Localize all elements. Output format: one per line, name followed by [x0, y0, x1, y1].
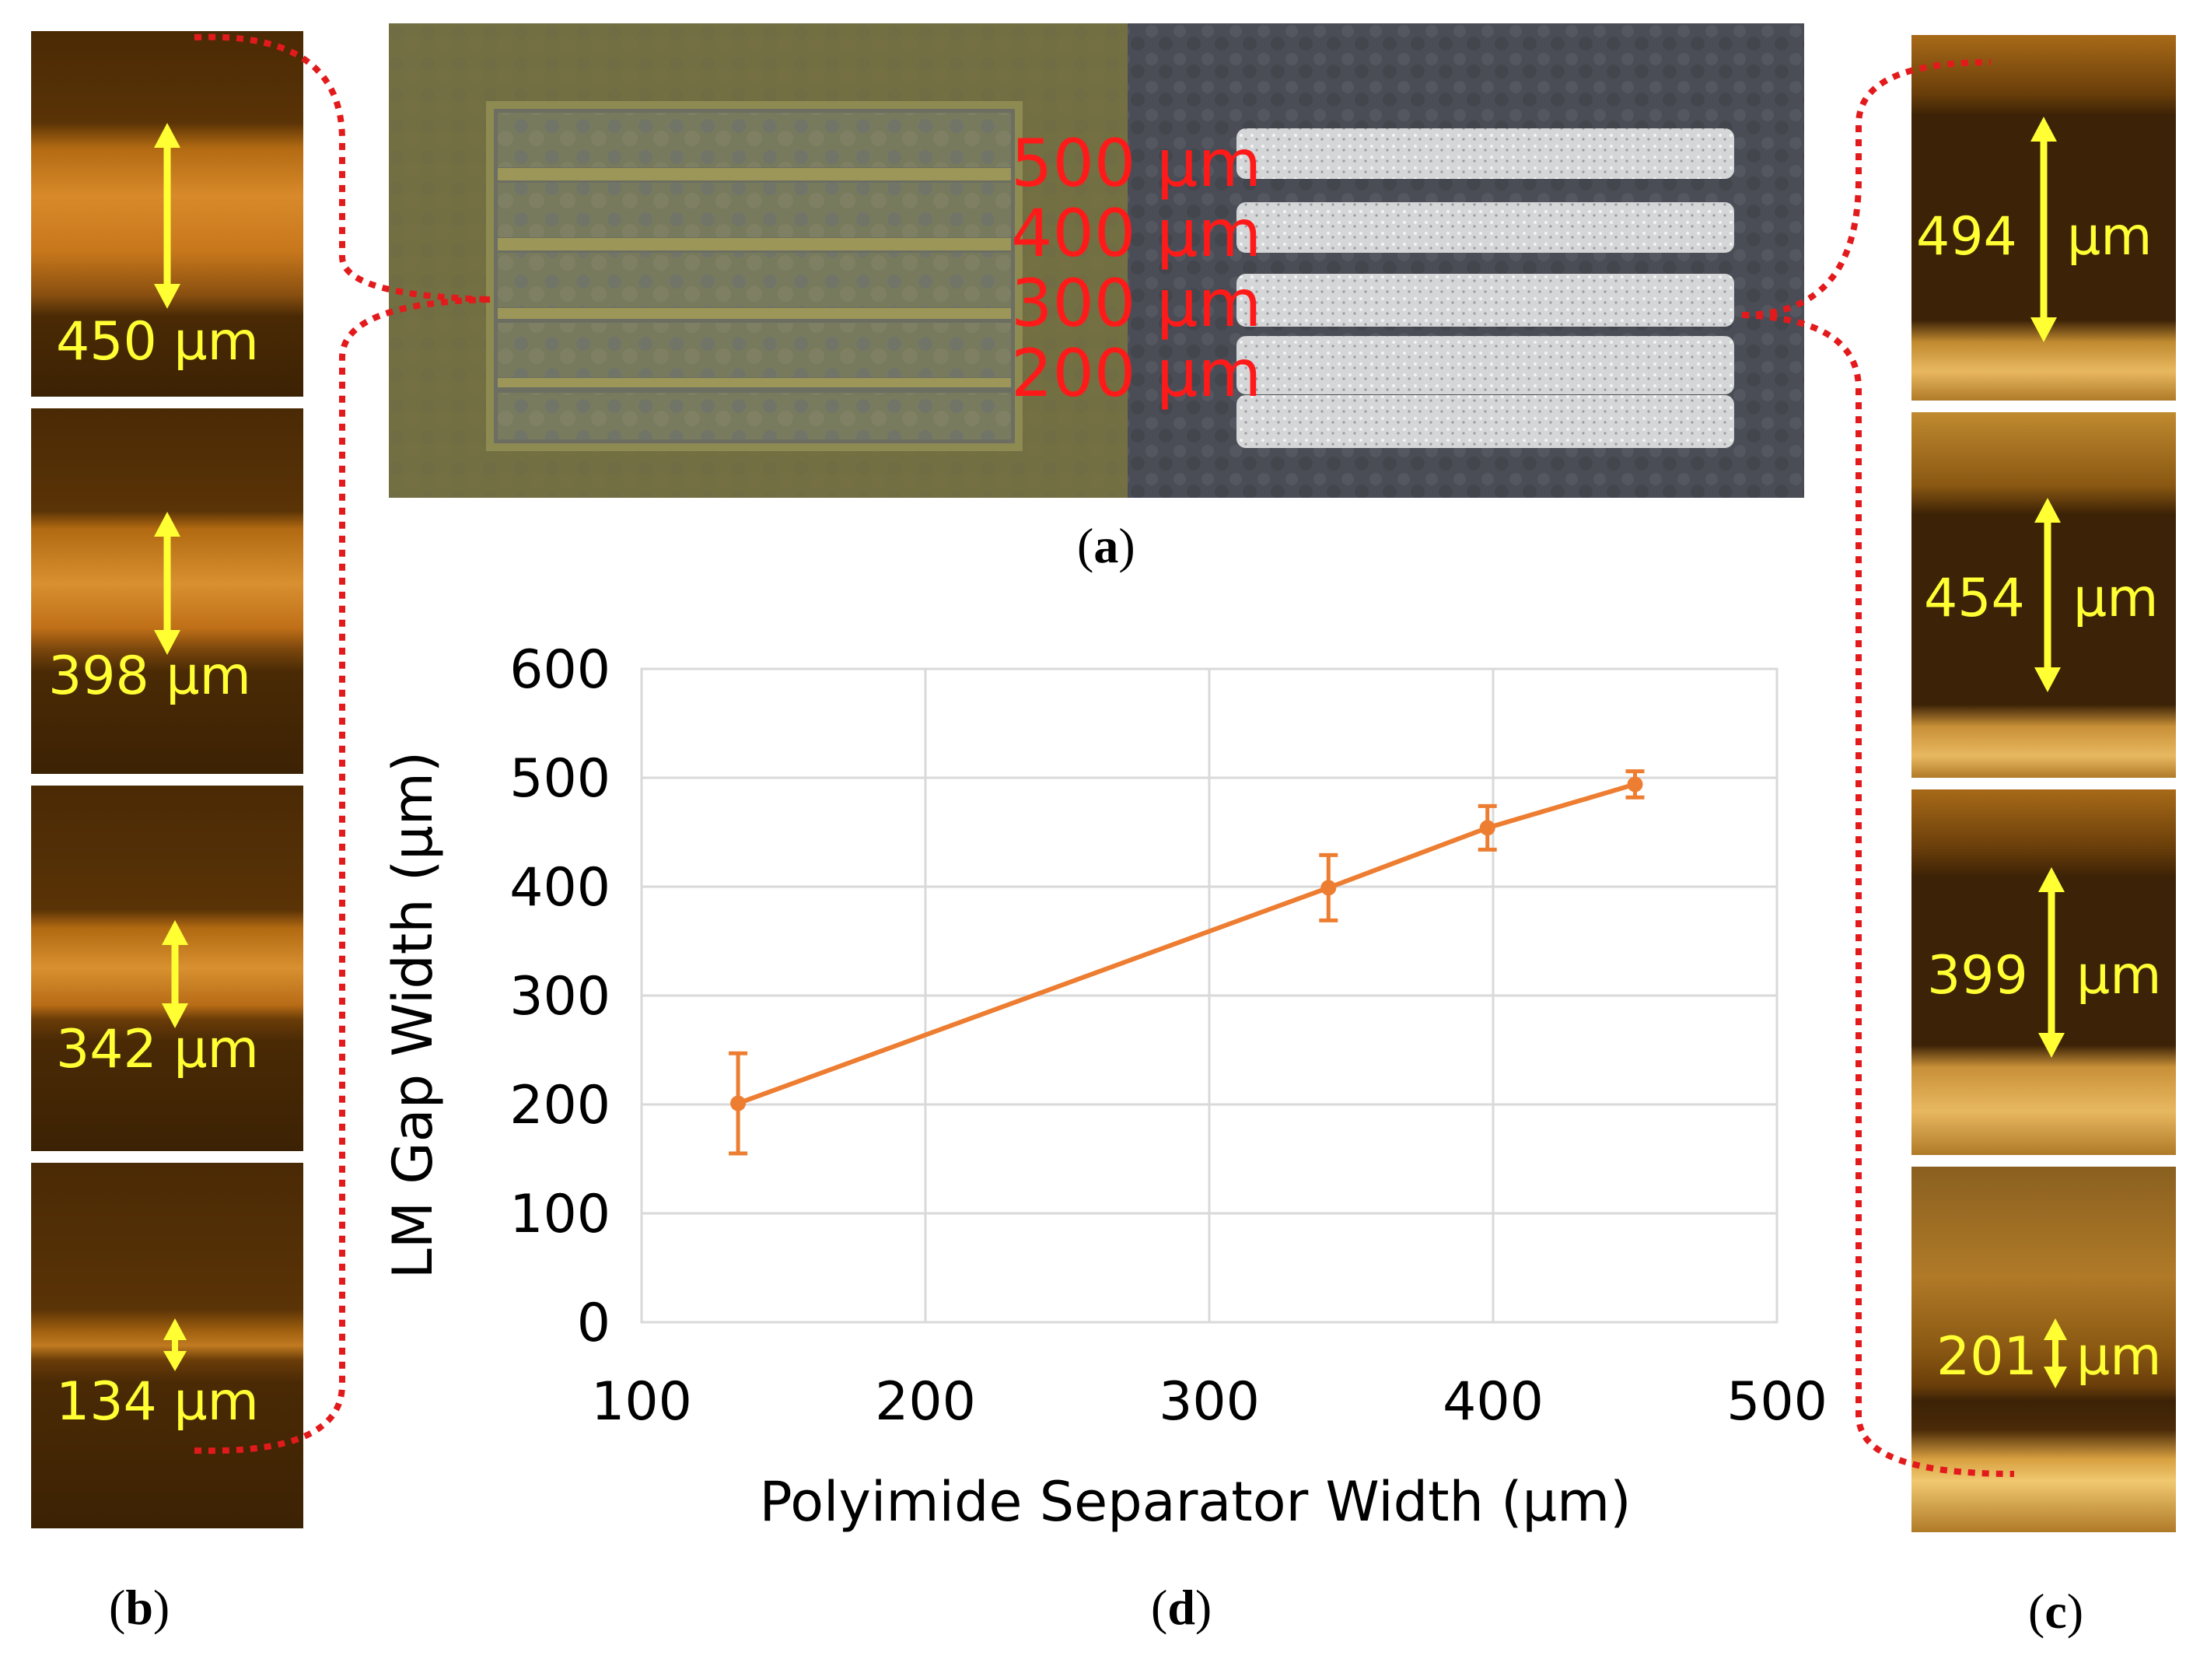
series-line — [737, 782, 1636, 1106]
x-tick-label: 400 — [1443, 1371, 1544, 1433]
measure-b-1: 450 µm — [56, 311, 259, 373]
data-point — [1479, 820, 1495, 836]
x-tick-label: 300 — [1159, 1371, 1260, 1433]
photo-label-500: 500 µm — [1011, 125, 1262, 201]
micrograph-b-4: 134 µm — [31, 1163, 303, 1528]
photo-label-200: 200 µm — [1011, 335, 1262, 411]
caption-a: (a) — [1077, 518, 1135, 573]
plot-area — [640, 667, 1779, 1324]
gap-width-chart: 100 200 300 400 500 0 100 200 300 400 500 600 Poly… — [381, 639, 1828, 1534]
y-tick-label: 500 — [509, 748, 610, 810]
photo-panel: 500 µm 400 µm 300 µm 200 µm — [389, 23, 1804, 498]
y-tick-labels: 0 100 200 300 400 500 600 — [509, 639, 610, 1354]
x-tick-labels: 100 200 300 400 500 — [591, 1371, 1828, 1433]
callout-c-bottom — [1741, 312, 2015, 1477]
measure-c-3-unit: µm — [2076, 945, 2162, 1006]
measure-c-1-unit: µm — [2067, 206, 2153, 268]
measure-b-4: 134 µm — [56, 1371, 259, 1433]
x-tick-label: 100 — [591, 1371, 692, 1433]
chart-grid — [640, 667, 1779, 1324]
callout-b-top — [194, 33, 491, 303]
measure-c-1-num: 494 — [1916, 206, 2017, 268]
y-tick-label: 200 — [509, 1075, 610, 1136]
micrograph-c-2: 454 µm — [1911, 412, 2176, 778]
measure-b-2: 398 µm — [48, 646, 251, 707]
y-tick-label: 100 — [509, 1184, 610, 1245]
micrograph-b-3: 342 µm — [31, 786, 303, 1151]
x-axis-label: Polyimide Separator Width (µm) — [759, 1470, 1631, 1534]
measure-c-4-unit: µm — [2076, 1326, 2162, 1388]
data-point — [1320, 880, 1337, 896]
measure-b-3: 342 µm — [56, 1019, 259, 1080]
photo-image — [389, 23, 1804, 498]
series-layer — [729, 769, 1645, 1156]
micrograph-b-1: 450 µm — [31, 31, 303, 397]
x-tick-label: 500 — [1726, 1371, 1828, 1433]
data-point — [1627, 776, 1643, 793]
y-axis-label: LM Gap Width (µm) — [381, 751, 445, 1279]
y-tick-label: 0 — [577, 1293, 610, 1354]
micrograph-c-3: 399 µm — [1911, 789, 2176, 1155]
y-tick-label: 600 — [509, 639, 610, 701]
measure-c-3-num: 399 — [1927, 945, 2028, 1006]
measure-c-4-num: 201 — [1936, 1326, 2037, 1388]
data-point — [730, 1095, 747, 1111]
photo-label-300: 300 µm — [1011, 265, 1262, 341]
y-tick-label: 400 — [509, 857, 610, 919]
caption-c: (c) — [2028, 1584, 2084, 1639]
x-tick-label: 200 — [875, 1371, 976, 1433]
y-tick-label: 300 — [509, 966, 610, 1027]
caption-b: (b) — [109, 1580, 170, 1635]
micrograph-b-2: 398 µm — [31, 408, 303, 774]
photo-label-400: 400 µm — [1011, 195, 1262, 271]
callout-c-top — [1741, 59, 1992, 318]
measure-c-2-num: 454 — [1924, 568, 2025, 629]
measure-c-2-unit: µm — [2073, 568, 2159, 629]
caption-d: (d) — [1151, 1580, 1212, 1635]
micrograph-c-1: 494 µm — [1911, 35, 2176, 401]
